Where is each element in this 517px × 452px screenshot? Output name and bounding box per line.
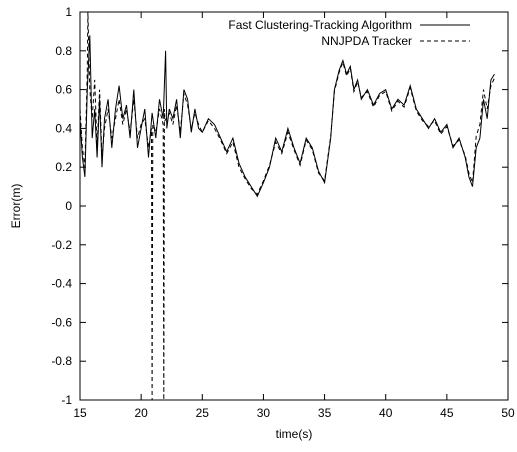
legend: Fast Clustering-Tracking Algorithm NNJPD… xyxy=(228,18,470,48)
x-tick-label: 50 xyxy=(501,406,515,420)
x-tick-label: 35 xyxy=(318,406,332,420)
y-axis-label: Error(m) xyxy=(9,184,23,229)
legend-label-fast-clustering: Fast Clustering-Tracking Algorithm xyxy=(228,18,412,32)
y-tick-label: 0 xyxy=(65,199,72,213)
x-tick-label: 45 xyxy=(440,406,454,420)
series-line-0 xyxy=(79,35,495,198)
y-tick-label: 0.6 xyxy=(55,83,72,97)
y-tick-label: -0.6 xyxy=(51,315,72,329)
x-tick-label: 25 xyxy=(196,406,210,420)
series-layer xyxy=(79,11,495,401)
x-axis-ticks: 15 20 25 30 35 40 45 50 xyxy=(73,12,515,420)
plot-frame xyxy=(79,11,509,401)
y-tick-label: -1 xyxy=(61,393,72,407)
x-tick-label: 30 xyxy=(257,406,271,420)
series-line-1 xyxy=(79,11,495,401)
x-axis-label: time(s) xyxy=(276,427,313,441)
y-axis-ticks: -1 -0.8 -0.6 -0.4 -0.2 0 0.2 0.4 0.6 0.8 1 xyxy=(51,5,508,407)
y-tick-label: -0.8 xyxy=(51,354,72,368)
x-tick-label: 40 xyxy=(379,406,393,420)
x-tick-label: 20 xyxy=(134,406,148,420)
y-tick-label: 0.2 xyxy=(55,160,72,174)
y-tick-label: 0.4 xyxy=(55,121,72,135)
y-tick-label: -0.4 xyxy=(51,277,72,291)
y-tick-label: -0.2 xyxy=(51,238,72,252)
y-tick-label: 1 xyxy=(65,5,72,19)
y-tick-label: 0.8 xyxy=(55,44,72,58)
x-tick-label: 15 xyxy=(73,406,87,420)
legend-label-nnjpda: NNJPDA Tracker xyxy=(321,34,412,48)
